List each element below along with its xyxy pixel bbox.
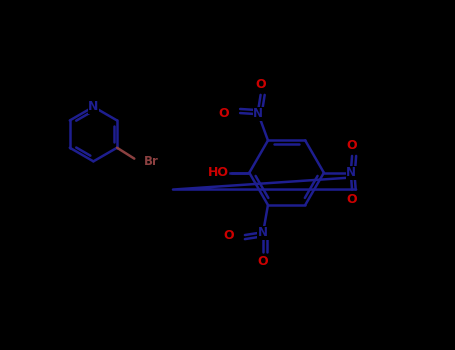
Text: HO: HO	[208, 166, 229, 179]
Text: O: O	[218, 106, 229, 120]
Text: O: O	[347, 193, 357, 206]
Text: Br: Br	[144, 155, 159, 168]
Text: N: N	[88, 100, 99, 113]
Text: N: N	[346, 166, 356, 179]
Text: N: N	[253, 107, 263, 120]
Text: O: O	[255, 78, 266, 91]
Text: N: N	[258, 226, 268, 239]
Text: O: O	[347, 139, 357, 152]
Text: O: O	[258, 256, 268, 268]
Text: O: O	[223, 229, 234, 241]
